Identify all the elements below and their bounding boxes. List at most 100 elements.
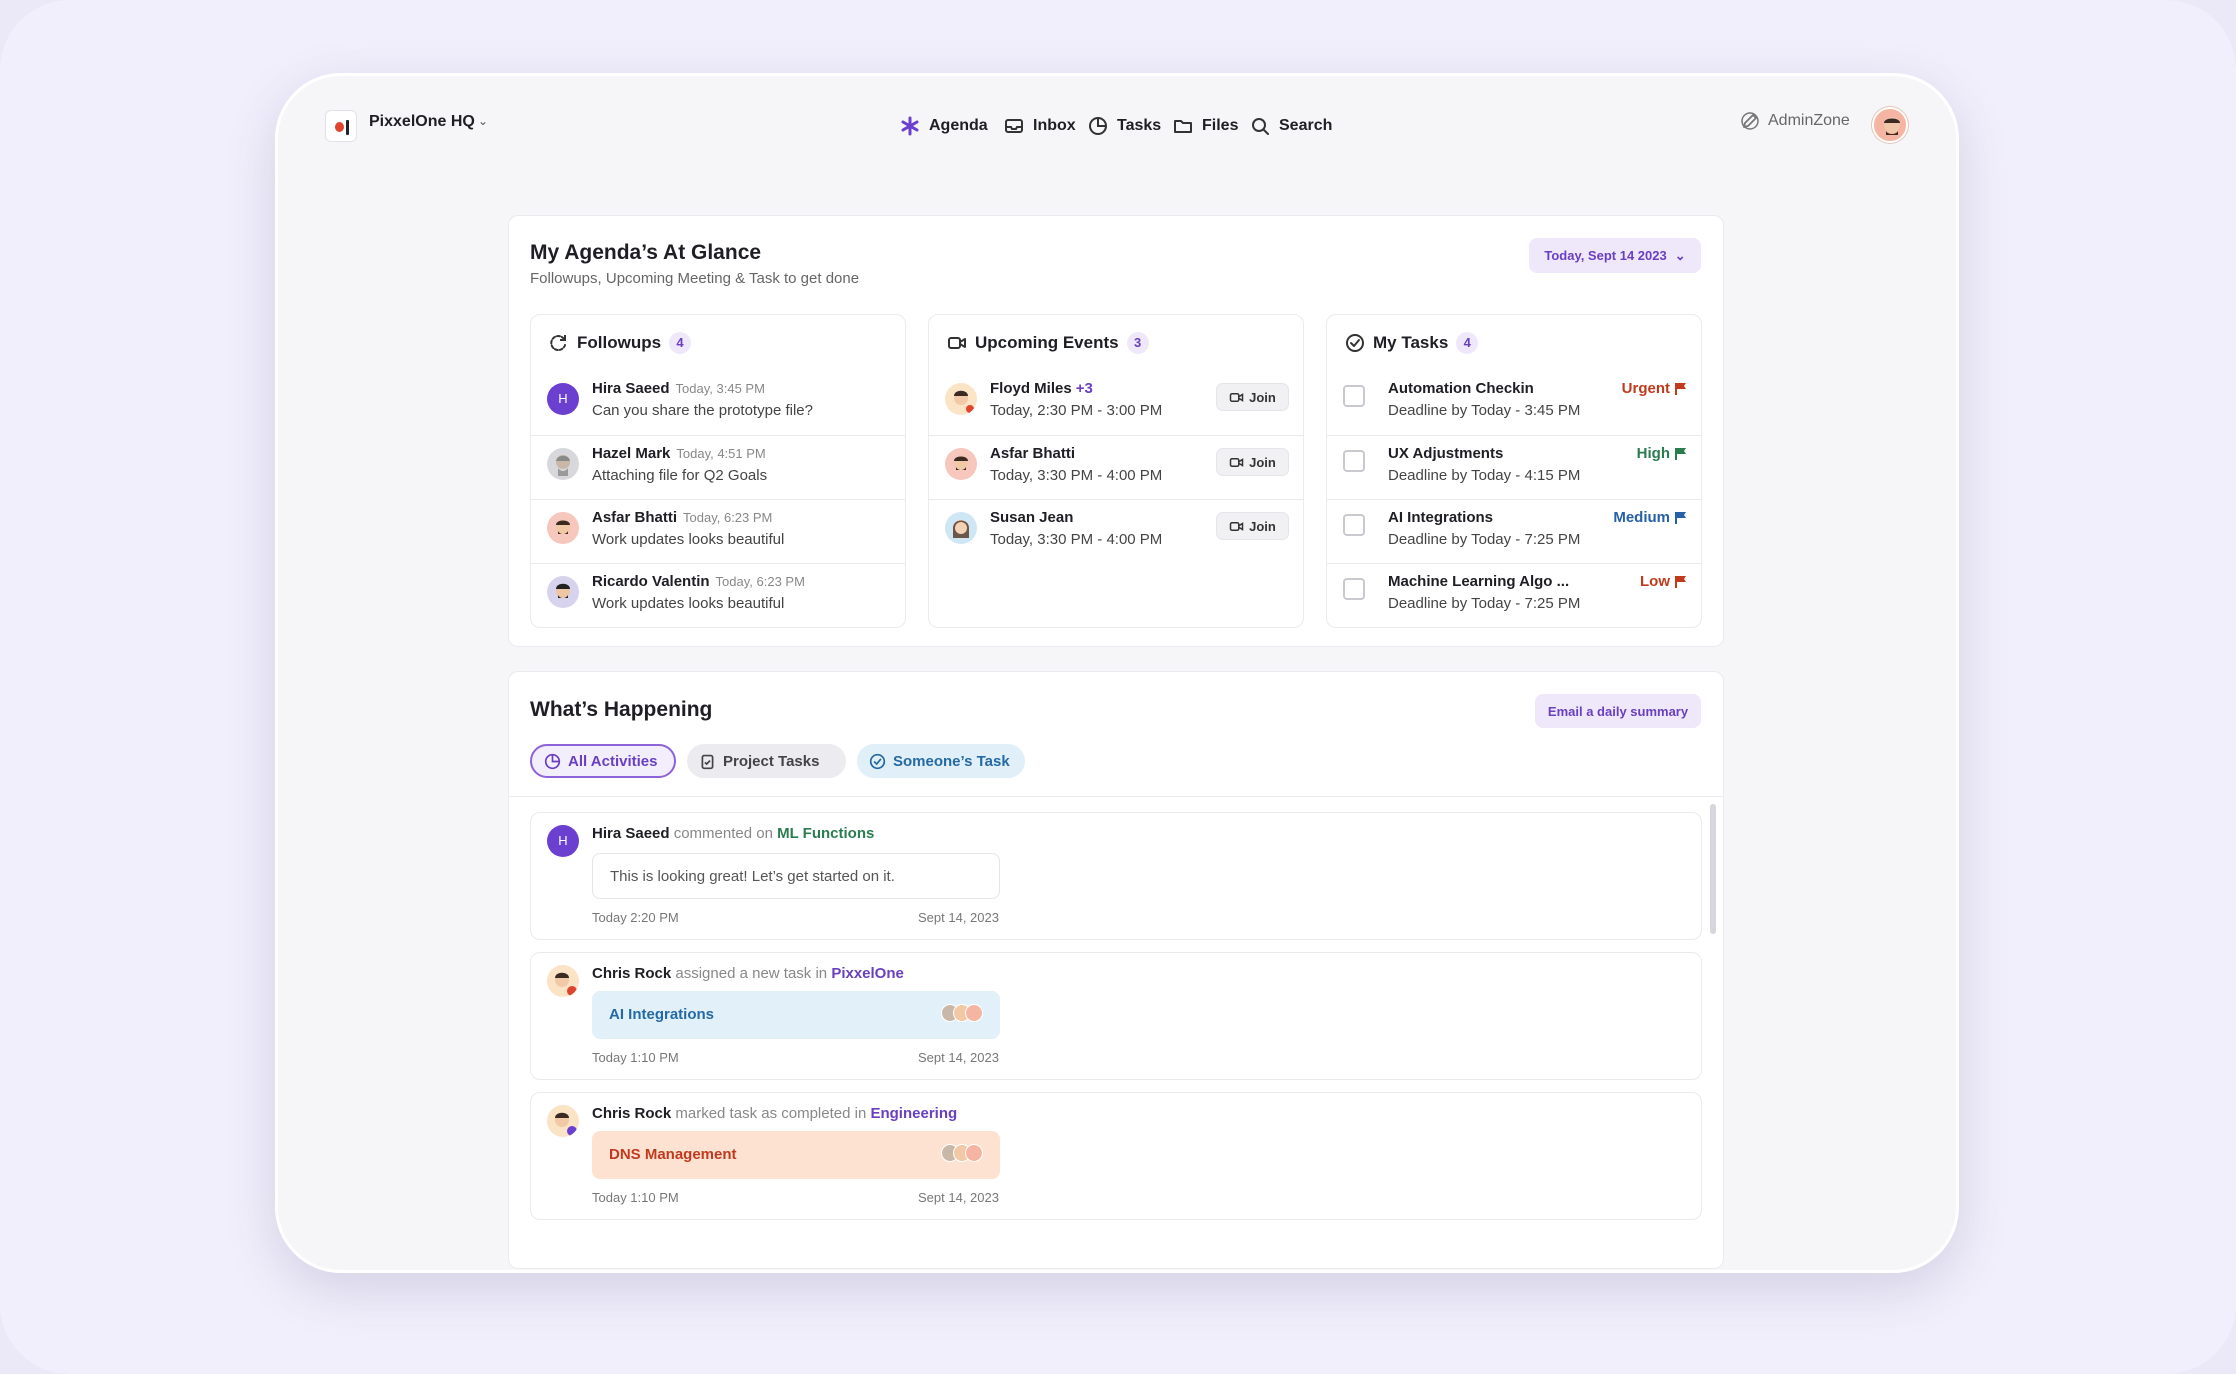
clipboard-icon: [701, 754, 714, 769]
check-circle-icon: [1346, 334, 1364, 352]
join-label: Join: [1249, 454, 1276, 470]
task-checkbox[interactable]: [1343, 578, 1365, 600]
followup-item[interactable]: Ricardo Valentin Today, 6:23 PM Work upda…: [531, 563, 905, 627]
avatar: [547, 965, 579, 997]
agenda-subtitle: Followups, Upcoming Meeting & Task to ge…: [530, 270, 860, 287]
activity-date: Sept 14, 2023: [918, 910, 999, 925]
nav-inbox[interactable]: Inbox: [1004, 111, 1076, 141]
activity-text: Chris Rock assigned a new task in Pixxel…: [592, 965, 904, 982]
task-checkbox[interactable]: [1343, 514, 1365, 536]
event-item[interactable]: Floyd Miles +3 Today, 2:30 PM - 3:00 PM J…: [929, 371, 1303, 435]
flag-icon: [1675, 511, 1686, 524]
followup-item[interactable]: Asfar Bhatti Today, 6:23 PM Work updates …: [531, 499, 905, 563]
admin-zone-link[interactable]: AdminZone: [1740, 111, 1850, 131]
activity-time: Today 1:10 PM: [592, 1190, 679, 1205]
priority-label: Urgent: [1621, 380, 1670, 397]
task-deadline: Deadline by Today - 3:45 PM: [1388, 402, 1581, 419]
avatar: [945, 383, 977, 415]
task-checkbox[interactable]: [1343, 450, 1365, 472]
video-icon: [1229, 457, 1244, 467]
followup-item[interactable]: H Hira Saeed Today, 3:45 PM Can you share…: [531, 371, 905, 435]
join-button[interactable]: Join: [1216, 512, 1289, 540]
search-icon: [1252, 118, 1269, 135]
workspace-logo[interactable]: [325, 110, 357, 142]
email-summary-button[interactable]: Email a daily summary: [1535, 694, 1701, 728]
nav-search-label: Search: [1279, 117, 1333, 134]
pie-icon: [544, 753, 561, 769]
followup-time: Today, 6:23 PM: [683, 510, 773, 525]
date-filter-dropdown[interactable]: Today, Sept 14 2023 ⌄: [1529, 238, 1701, 273]
event-extra-count: +3: [1075, 380, 1093, 397]
followup-item[interactable]: Hazel Mark Today, 4:51 PM Attaching file …: [531, 435, 905, 499]
activity-text: Chris Rock marked task as completed in E…: [592, 1105, 957, 1122]
join-button[interactable]: Join: [1216, 383, 1289, 411]
task-card[interactable]: AI Integrations: [592, 991, 1000, 1039]
join-button[interactable]: Join: [1216, 448, 1289, 476]
activity-target-link[interactable]: Engineering: [870, 1105, 958, 1122]
nav-files-label: Files: [1202, 117, 1239, 134]
filter-label: Project Tasks: [723, 752, 820, 770]
chevron-down-icon[interactable]: ⌄: [478, 114, 489, 128]
nav-files[interactable]: Files: [1173, 111, 1238, 141]
events-card: Upcoming Events 3 Floyd Miles +3 Today, 2…: [928, 314, 1304, 628]
workspace-name[interactable]: PixxelOne HQ: [369, 113, 475, 130]
feed-scrollbar[interactable]: [1710, 804, 1716, 934]
app-window: PixxelOne HQ ⌄ Agenda Inbox Tasks Files …: [275, 73, 1959, 1273]
actor-name: Hira Saeed: [592, 825, 670, 842]
followups-title: Followups: [577, 333, 662, 352]
activity-date: Sept 14, 2023: [918, 1050, 999, 1065]
task-item[interactable]: Automation Checkin Deadline by Today - 3…: [1327, 371, 1701, 435]
user-avatar[interactable]: [1872, 107, 1908, 143]
activity-item[interactable]: Chris Rock assigned a new task in Pixxel…: [530, 952, 1702, 1080]
nav-search[interactable]: Search: [1250, 111, 1332, 141]
followup-text: Work updates looks beautiful: [592, 595, 785, 612]
task-name: UX Adjustments: [1388, 445, 1504, 462]
avatar: H: [547, 825, 579, 857]
filter-someones-task[interactable]: Someone’s Task: [857, 744, 1025, 778]
join-label: Join: [1249, 389, 1276, 405]
actor-name: Chris Rock: [592, 1105, 672, 1122]
happening-panel: What’s Happening Email a daily summary A…: [508, 671, 1724, 1269]
activity-target-link[interactable]: PixxelOne: [831, 965, 904, 982]
avatar: H: [547, 383, 579, 415]
priority-label: High: [1636, 445, 1670, 462]
event-item[interactable]: Asfar Bhatti Today, 3:30 PM - 4:00 PM Jo…: [929, 435, 1303, 499]
event-name: Asfar Bhatti: [990, 445, 1076, 462]
video-icon: [948, 337, 966, 349]
priority-badge: High: [1637, 445, 1687, 462]
activity-item[interactable]: H Hira Saeed commented on ML Functions T…: [530, 812, 1702, 940]
activity-date: Sept 14, 2023: [918, 1190, 999, 1205]
task-deadline: Deadline by Today - 7:25 PM: [1388, 595, 1581, 612]
flag-icon: [1675, 447, 1686, 460]
followups-header: Followups 4: [549, 332, 692, 354]
task-item[interactable]: AI Integrations Deadline by Today - 7:25…: [1327, 499, 1701, 563]
tasks-header: My Tasks 4: [1345, 332, 1479, 354]
activity-time: Today 2:20 PM: [592, 910, 679, 925]
events-header: Upcoming Events 3: [947, 332, 1149, 354]
activity-target-link[interactable]: ML Functions: [777, 825, 875, 842]
priority-label: Medium: [1613, 509, 1670, 526]
activity-item[interactable]: Chris Rock marked task as completed in E…: [530, 1092, 1702, 1220]
check-circle-icon: [869, 753, 886, 769]
agenda-title: My Agenda’s At Glance: [530, 241, 762, 264]
event-item[interactable]: Susan Jean Today, 3:30 PM - 4:00 PM Join: [929, 499, 1303, 563]
task-checkbox[interactable]: [1343, 385, 1365, 407]
assignee-avatars: [941, 1004, 983, 1022]
followup-time: Today, 6:23 PM: [715, 574, 805, 589]
followup-text: Can you share the prototype file?: [592, 402, 813, 419]
followups-card: Followups 4 H Hira Saeed Today, 3:45 PM C…: [530, 314, 906, 628]
priority-badge: Medium: [1613, 509, 1687, 526]
avatar: [547, 1105, 579, 1137]
tasks-title: My Tasks: [1373, 333, 1449, 352]
nav-tasks-label: Tasks: [1117, 117, 1162, 134]
nav-tasks[interactable]: Tasks: [1088, 111, 1161, 141]
filter-all-activities[interactable]: All Activities: [530, 744, 676, 778]
nav-agenda[interactable]: Agenda: [900, 111, 988, 141]
task-item[interactable]: Machine Learning Algo ... Deadline by To…: [1327, 563, 1701, 627]
task-item[interactable]: UX Adjustments Deadline by Today - 4:15 …: [1327, 435, 1701, 499]
task-name: Machine Learning Algo ...: [1388, 573, 1570, 590]
task-card[interactable]: DNS Management: [592, 1131, 1000, 1179]
filter-project-tasks[interactable]: Project Tasks: [687, 744, 846, 778]
followup-time: Today, 4:51 PM: [676, 446, 766, 461]
comment-bubble: This is looking great! Let’s get started…: [592, 853, 1000, 899]
